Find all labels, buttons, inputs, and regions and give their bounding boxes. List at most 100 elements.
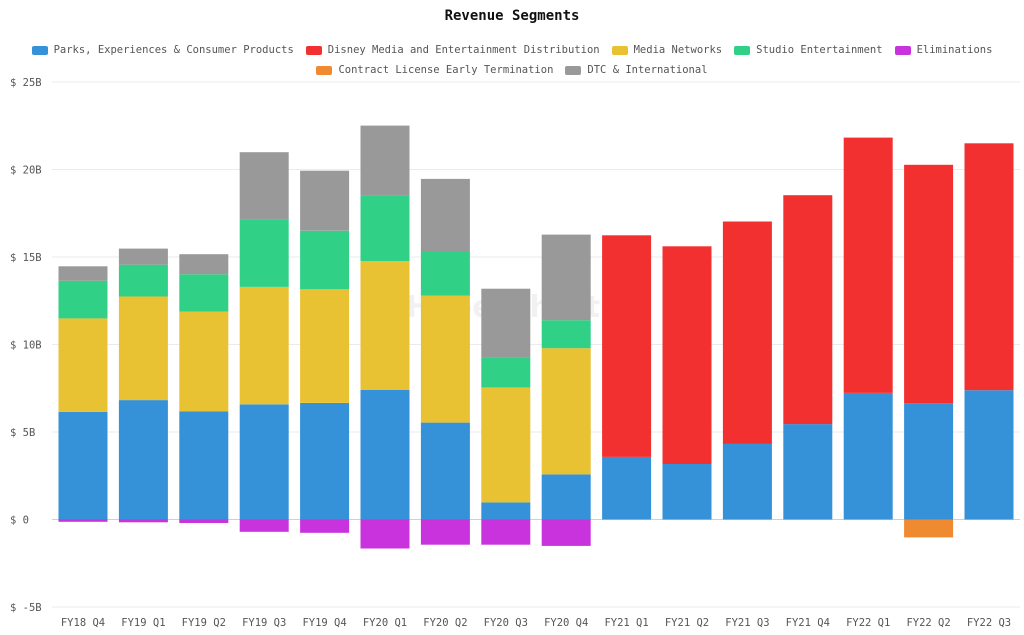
legend-label: Parks, Experiences & Consumer Products bbox=[53, 44, 294, 56]
legend-label: DTC & International bbox=[587, 64, 708, 76]
x-tick-label: FY22 Q1 bbox=[846, 617, 890, 629]
bar-segment bbox=[300, 289, 350, 403]
legend-item[interactable]: Studio Entertainment bbox=[734, 44, 883, 56]
bar-segment bbox=[118, 264, 168, 297]
bar-segment bbox=[239, 404, 289, 520]
bar-segment bbox=[300, 170, 350, 231]
bar-segment bbox=[360, 195, 410, 262]
x-tick-label: FY19 Q4 bbox=[302, 617, 346, 629]
legend-row: Contract License Early Termination DTC & … bbox=[0, 61, 1024, 79]
bar-segment bbox=[420, 519, 470, 545]
x-tick-label: FY20 Q1 bbox=[363, 617, 407, 629]
bar-segment bbox=[541, 320, 591, 349]
bar-segment bbox=[420, 295, 470, 423]
legend-row: Parks, Experiences & Consumer Products Di… bbox=[0, 41, 1024, 59]
bar-segment bbox=[843, 137, 893, 393]
legend-item[interactable]: Parks, Experiences & Consumer Products bbox=[31, 44, 294, 56]
y-tick-label: $ 5B bbox=[10, 427, 35, 439]
bar-segment bbox=[904, 164, 954, 404]
legend-item[interactable]: Media Networks bbox=[611, 44, 723, 56]
x-tick-label: FY19 Q1 bbox=[121, 617, 165, 629]
y-tick-label: $ 25B bbox=[10, 77, 42, 89]
legend-item[interactable]: Eliminations bbox=[894, 44, 993, 56]
legend-label: Media Networks bbox=[633, 44, 723, 56]
x-tick-label: FY21 Q3 bbox=[725, 617, 769, 629]
bar-segment bbox=[300, 519, 350, 533]
chart-title: Revenue Segments bbox=[444, 8, 580, 24]
x-tick-label: FY20 Q4 bbox=[544, 617, 588, 629]
bar-segment bbox=[783, 424, 833, 520]
bar-segment bbox=[58, 266, 108, 281]
bar-segment bbox=[360, 125, 410, 196]
bar-segment bbox=[118, 400, 168, 520]
x-tick-label: FY20 Q3 bbox=[484, 617, 528, 629]
bar-segment bbox=[904, 519, 954, 538]
bar-segment bbox=[360, 261, 410, 390]
x-tick-label: FY22 Q3 bbox=[967, 617, 1011, 629]
y-tick-label: $ 0 bbox=[10, 515, 29, 527]
legend-label: Eliminations bbox=[916, 44, 993, 56]
bar-segment bbox=[481, 387, 531, 503]
bar-segment bbox=[541, 519, 591, 546]
bar-segment bbox=[420, 422, 470, 520]
bar-segment bbox=[541, 348, 591, 475]
bar-segment bbox=[662, 246, 712, 464]
y-tick-label: $ 15B bbox=[10, 252, 42, 264]
bar-segment bbox=[58, 318, 108, 412]
bar-segment bbox=[602, 235, 652, 457]
x-tick-label: FY20 Q2 bbox=[423, 617, 467, 629]
legend-item[interactable]: Contract License Early Termination bbox=[316, 64, 553, 76]
bar-segment bbox=[239, 152, 289, 220]
legend-swatch bbox=[565, 65, 582, 75]
bar-segment bbox=[420, 178, 470, 251]
bar-segment bbox=[481, 288, 531, 358]
bar-segment bbox=[118, 519, 168, 523]
y-tick-label: $ 20B bbox=[10, 165, 42, 177]
bar-segment bbox=[360, 390, 410, 520]
bar-segment bbox=[179, 311, 229, 412]
x-tick-label: FY18 Q4 bbox=[61, 617, 105, 629]
bar-segment bbox=[541, 474, 591, 520]
bar-segment bbox=[239, 286, 289, 405]
bar-segment bbox=[602, 456, 652, 520]
x-tick-label: FY22 Q2 bbox=[906, 617, 950, 629]
y-tick-label: $ 10B bbox=[10, 340, 42, 352]
bar-segment bbox=[118, 296, 168, 401]
legend-label: Studio Entertainment bbox=[756, 44, 883, 56]
bar-segment bbox=[300, 403, 350, 520]
legend-item[interactable]: DTC & International bbox=[565, 64, 708, 76]
bar-segment bbox=[179, 254, 229, 275]
bar-segment bbox=[662, 464, 712, 520]
bar-segment bbox=[964, 390, 1014, 520]
bar-segment bbox=[843, 393, 893, 520]
bar-segment bbox=[481, 519, 531, 545]
bar-segment bbox=[481, 502, 531, 520]
x-tick-label: FY21 Q2 bbox=[665, 617, 709, 629]
legend-swatch bbox=[305, 45, 322, 55]
bar-segment bbox=[481, 357, 531, 388]
legend-swatch bbox=[611, 45, 628, 55]
legend-label: Disney Media and Entertainment Distribut… bbox=[327, 44, 600, 56]
legend-label: Contract License Early Termination bbox=[338, 64, 554, 76]
bar-segment bbox=[179, 274, 229, 312]
bar-segment bbox=[722, 443, 772, 520]
legend-swatch bbox=[734, 45, 751, 55]
bar-segment bbox=[179, 519, 229, 523]
chart-legend: Parks, Experiences & Consumer Products Di… bbox=[0, 41, 1024, 81]
bar-segment bbox=[904, 403, 954, 520]
x-tick-label: FY19 Q3 bbox=[242, 617, 286, 629]
legend-item[interactable]: Disney Media and Entertainment Distribut… bbox=[305, 44, 600, 56]
bar-segment bbox=[420, 251, 470, 296]
bar-segment bbox=[58, 280, 108, 319]
bar-segment bbox=[541, 234, 591, 321]
bar-segment bbox=[58, 519, 108, 522]
bar-segment bbox=[360, 519, 410, 549]
bar-segment bbox=[722, 221, 772, 444]
bar-segment bbox=[239, 219, 289, 287]
bar-segment bbox=[300, 230, 350, 290]
bar-segment bbox=[783, 195, 833, 425]
bar-segment bbox=[58, 411, 108, 520]
x-tick-label: FY21 Q4 bbox=[786, 617, 830, 629]
legend-swatch bbox=[316, 65, 333, 75]
bar-segment bbox=[179, 411, 229, 520]
